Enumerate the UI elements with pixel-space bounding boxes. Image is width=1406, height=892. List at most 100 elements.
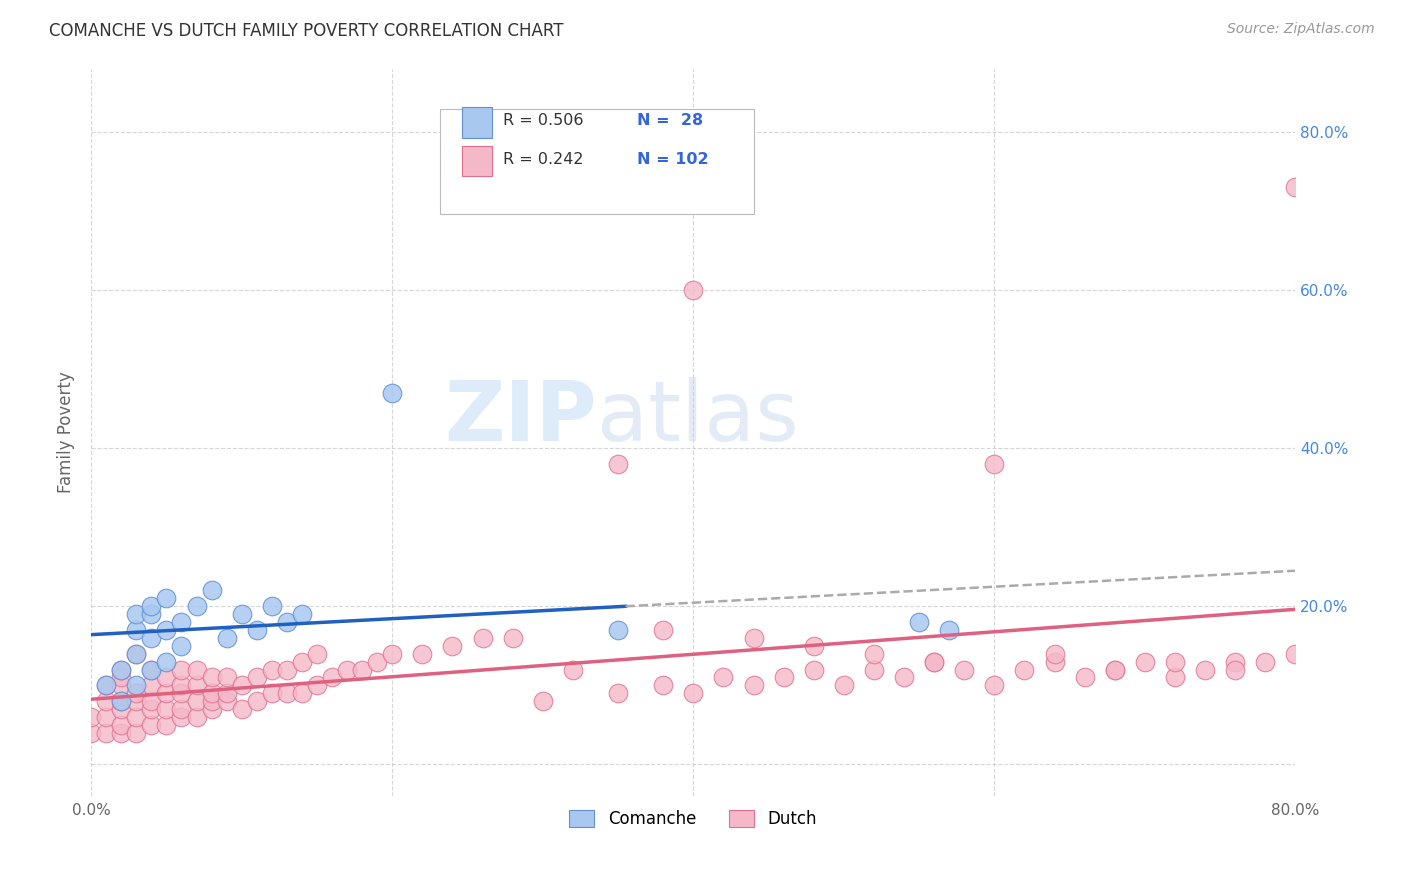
Point: [110, 726, 132, 740]
Point: [1014, 663, 1036, 677]
Point: [983, 678, 1005, 692]
Point: [938, 623, 960, 637]
Point: [141, 718, 163, 732]
Point: [276, 663, 298, 677]
Point: [276, 686, 298, 700]
Point: [321, 670, 343, 684]
Point: [155, 623, 177, 637]
Point: [1284, 647, 1306, 661]
Point: [170, 710, 193, 724]
Point: [908, 615, 931, 629]
Point: [96, 678, 118, 692]
Text: Source: ZipAtlas.com: Source: ZipAtlas.com: [1227, 22, 1375, 37]
Point: [125, 678, 148, 692]
Point: [186, 694, 208, 708]
Point: [170, 639, 193, 653]
Point: [742, 631, 765, 645]
FancyBboxPatch shape: [440, 109, 754, 214]
Point: [231, 702, 253, 716]
Point: [1164, 670, 1187, 684]
Point: [125, 710, 148, 724]
Point: [186, 663, 208, 677]
Point: [246, 623, 269, 637]
Legend: Comanche, Dutch: Comanche, Dutch: [562, 804, 824, 835]
Point: [1104, 663, 1126, 677]
Point: [96, 710, 118, 724]
Point: [155, 702, 177, 716]
Point: [141, 599, 163, 614]
Point: [352, 663, 374, 677]
Point: [1043, 647, 1066, 661]
Point: [803, 663, 825, 677]
Point: [125, 623, 148, 637]
Point: [381, 647, 404, 661]
Point: [441, 639, 464, 653]
Point: [1284, 180, 1306, 194]
Point: [411, 647, 433, 661]
Point: [155, 655, 177, 669]
Point: [231, 607, 253, 622]
Point: [215, 631, 238, 645]
Point: [231, 678, 253, 692]
Point: [246, 694, 269, 708]
Text: N = 102: N = 102: [637, 152, 709, 167]
Point: [141, 702, 163, 716]
Point: [170, 678, 193, 692]
Point: [832, 678, 855, 692]
Point: [200, 686, 222, 700]
Text: N =  28: N = 28: [637, 113, 703, 128]
Point: [80, 710, 103, 724]
Text: atlas: atlas: [598, 377, 799, 458]
FancyBboxPatch shape: [463, 107, 492, 137]
Point: [682, 686, 704, 700]
Text: ZIP: ZIP: [444, 377, 598, 458]
Point: [141, 694, 163, 708]
Point: [652, 678, 675, 692]
Point: [125, 686, 148, 700]
Point: [682, 283, 704, 297]
Point: [471, 631, 494, 645]
Point: [125, 647, 148, 661]
Point: [141, 663, 163, 677]
Point: [170, 663, 193, 677]
Point: [922, 655, 945, 669]
Point: [260, 686, 283, 700]
Point: [291, 686, 314, 700]
Point: [200, 694, 222, 708]
Point: [531, 694, 554, 708]
Point: [155, 718, 177, 732]
Point: [1194, 663, 1216, 677]
Point: [713, 670, 735, 684]
Point: [561, 663, 583, 677]
Point: [125, 694, 148, 708]
Point: [953, 663, 976, 677]
Point: [186, 710, 208, 724]
Point: [215, 686, 238, 700]
Point: [96, 726, 118, 740]
Point: [652, 623, 675, 637]
Point: [246, 670, 269, 684]
Point: [186, 678, 208, 692]
Point: [141, 678, 163, 692]
Point: [1254, 655, 1277, 669]
Point: [983, 457, 1005, 471]
Point: [170, 686, 193, 700]
Point: [893, 670, 915, 684]
Point: [110, 694, 132, 708]
Point: [170, 615, 193, 629]
Point: [260, 599, 283, 614]
Point: [200, 670, 222, 684]
Point: [141, 607, 163, 622]
Point: [742, 678, 765, 692]
Point: [170, 702, 193, 716]
Point: [80, 726, 103, 740]
Point: [502, 631, 524, 645]
Point: [215, 694, 238, 708]
Point: [366, 655, 388, 669]
Point: [607, 623, 630, 637]
Point: [110, 718, 132, 732]
Point: [125, 647, 148, 661]
Point: [1164, 655, 1187, 669]
Point: [141, 663, 163, 677]
Point: [200, 583, 222, 598]
